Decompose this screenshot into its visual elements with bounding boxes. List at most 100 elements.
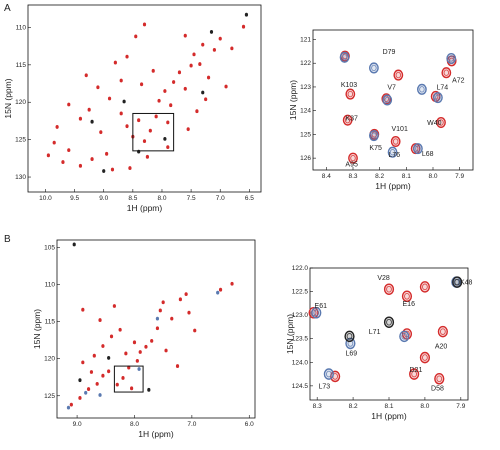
peak-mark xyxy=(107,369,111,374)
peak-contour xyxy=(393,69,404,81)
peak-mark xyxy=(216,290,220,295)
peak-mark xyxy=(206,75,211,80)
x-tick-label: 8.2 xyxy=(375,173,384,180)
x-tick-label: 8.1 xyxy=(402,173,411,180)
peak-contour-inner xyxy=(422,354,428,361)
residue-label: E61 xyxy=(315,303,328,310)
peak-contour xyxy=(368,62,379,74)
y-tick-label: 121 xyxy=(300,36,311,43)
peak-contour xyxy=(348,152,358,164)
panel-letter-b: B xyxy=(4,234,11,245)
peak-mark xyxy=(170,316,174,321)
peak-mark xyxy=(155,316,160,321)
x-tick-label: 8.1 xyxy=(384,403,393,410)
y-axis-label: 15N (ppm) xyxy=(32,309,42,349)
peak-contour xyxy=(437,325,448,338)
x-axis-label: 1H (ppm) xyxy=(375,181,411,191)
peak-mark xyxy=(201,90,205,95)
plot-frame xyxy=(27,4,262,193)
peak-mark xyxy=(209,30,214,34)
peak-mark xyxy=(150,338,154,343)
peak-contour xyxy=(419,351,431,364)
y-tick-label: 123 xyxy=(300,84,311,91)
peak-contour-inner xyxy=(346,333,353,340)
peak-mark xyxy=(84,390,88,395)
peak-mark xyxy=(105,151,109,156)
residue-label: V101 xyxy=(391,126,407,133)
peak-contour-inner xyxy=(310,309,317,317)
y-tick-label: 115 xyxy=(45,319,56,326)
x-tick-label: 6.5 xyxy=(245,195,254,202)
peak-mark xyxy=(195,109,199,114)
peak-mark xyxy=(204,97,208,102)
peak-mark xyxy=(89,370,94,374)
peak-mark xyxy=(92,353,96,358)
y-tick-label: 120 xyxy=(44,356,55,363)
peak-mark xyxy=(189,63,193,68)
x-tick-label: 8.2 xyxy=(349,403,358,410)
peak-contour xyxy=(342,114,353,126)
x-tick-label: 8.0 xyxy=(157,195,166,202)
zoom-region-box xyxy=(113,365,144,393)
peak-mark xyxy=(218,287,223,292)
peak-mark xyxy=(169,103,173,108)
peak-mark xyxy=(183,86,187,91)
peak-contour xyxy=(344,330,355,343)
peak-mark xyxy=(186,127,190,132)
peak-mark xyxy=(184,292,188,297)
x-tick-label: 9.5 xyxy=(70,195,79,202)
residue-label: L76 xyxy=(388,152,400,159)
residue-label: L68 xyxy=(422,151,434,158)
peak-contour-inner xyxy=(443,69,450,76)
peak-mark xyxy=(147,387,151,392)
peak-contour-inner xyxy=(389,149,396,156)
peak-mark xyxy=(201,42,205,47)
panel-a-full-spectrum: 10.0 9.5 9.0 8.5 8.0 7.5 7.0 6.5 110 115 120 125 130… xyxy=(3,4,262,213)
residue-label: D58 xyxy=(431,386,444,393)
peak-mark xyxy=(164,348,168,353)
peak-mark xyxy=(124,351,128,356)
plot-frame xyxy=(312,29,474,171)
residue-label: D79 xyxy=(383,49,396,56)
peak-contour xyxy=(441,67,452,79)
residue-label: A95 xyxy=(345,162,358,169)
peak-mark xyxy=(166,120,170,125)
peak-contour xyxy=(409,368,420,380)
peak-mark xyxy=(119,78,123,83)
peak-contour-inner xyxy=(438,119,444,126)
x-tick-label: 8.5 xyxy=(128,195,137,202)
y-tick-label: 110 xyxy=(16,24,27,31)
peak-mark xyxy=(137,118,141,123)
peak-mark xyxy=(241,24,246,29)
x-tick-label: 8.3 xyxy=(348,173,357,180)
peak-mark xyxy=(101,344,105,348)
peak-mark xyxy=(244,12,249,17)
x-tick-label: 7.9 xyxy=(455,173,464,180)
peak-mark xyxy=(99,130,103,135)
peak-contour-inner xyxy=(401,333,408,340)
peak-contour-inner xyxy=(422,283,428,291)
peak-mark xyxy=(175,364,180,369)
peak-mark xyxy=(110,167,115,172)
y-axis-label: 15N (ppm) xyxy=(288,80,298,120)
x-tick-label: 8.0 xyxy=(420,403,429,410)
peak-mark xyxy=(78,378,82,383)
peak-mark xyxy=(102,169,106,173)
peak-mark xyxy=(145,154,150,159)
peak-contour xyxy=(416,83,427,95)
peak-mark xyxy=(134,34,138,39)
x-tick-label: 9.0 xyxy=(99,195,108,202)
peak-contour-inner xyxy=(411,370,418,378)
peak-contour xyxy=(387,146,398,158)
peak-contour xyxy=(432,92,443,104)
peak-mark xyxy=(137,367,141,371)
peak-mark xyxy=(115,382,119,387)
y-axis-label: 15N (ppm) xyxy=(3,78,13,118)
panel-letter-a: A xyxy=(4,3,11,14)
peak-mark xyxy=(163,89,167,93)
panel-b-full-spectrum: 9.0 8.0 7.0 6.0 105 110 115 120 125 1H (ppm) 15N (… xyxy=(32,239,256,439)
peak-mark xyxy=(119,111,123,116)
peak-mark xyxy=(98,318,102,323)
peak-mark xyxy=(183,33,187,38)
